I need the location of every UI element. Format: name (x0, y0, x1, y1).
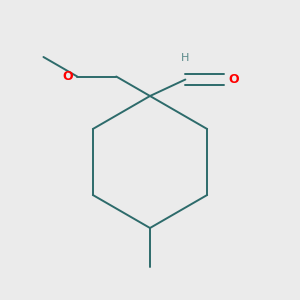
Text: O: O (63, 70, 73, 83)
Text: H: H (181, 53, 190, 63)
Text: O: O (228, 73, 239, 86)
